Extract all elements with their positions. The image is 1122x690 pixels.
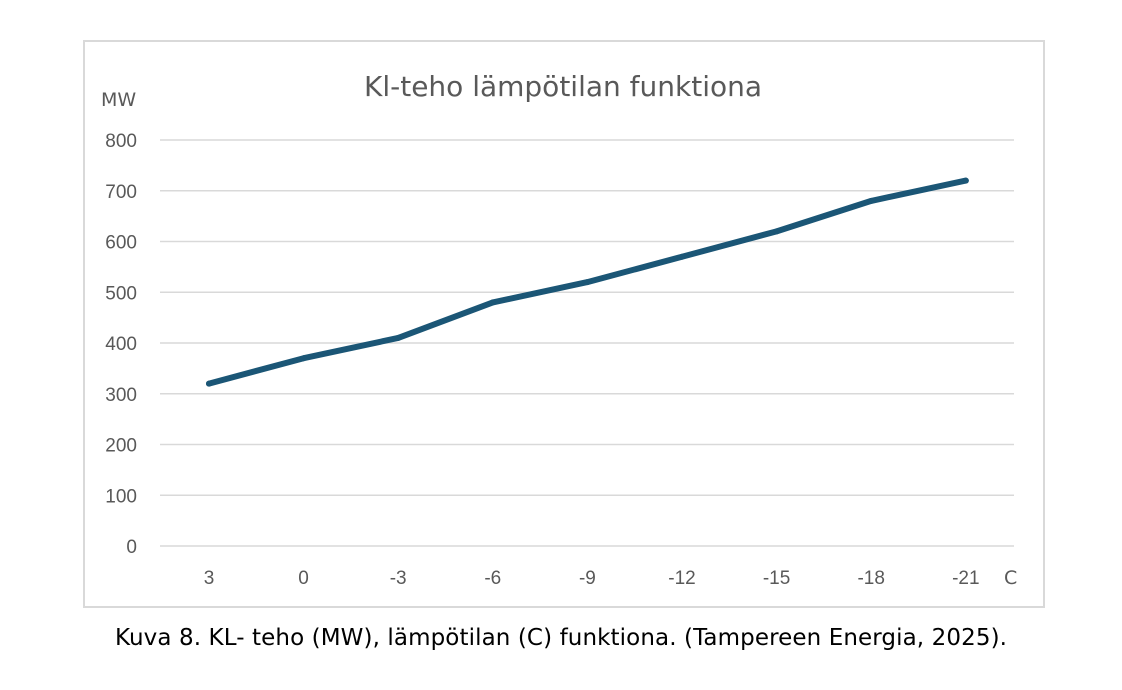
y-tick-label-800: 800 bbox=[105, 131, 137, 152]
x-tick-label-5: -12 bbox=[668, 568, 695, 589]
x-tick-label-8: -21 bbox=[952, 568, 979, 589]
x-tick-label-7: -18 bbox=[857, 568, 884, 589]
data-point-0-3 bbox=[489, 299, 496, 306]
y-tick-label-500: 500 bbox=[105, 283, 137, 304]
x-tick-label-6: -15 bbox=[763, 568, 790, 589]
y-tick-label-400: 400 bbox=[105, 334, 137, 355]
data-point-0-8 bbox=[962, 177, 969, 184]
y-tick-labels: 0 100 200 300 400 500 600 700 800 bbox=[105, 131, 137, 558]
figure-caption: Kuva 8. KL- teho (MW), lämpötilan (C) fu… bbox=[114, 625, 1008, 651]
gridlines bbox=[160, 139, 1014, 547]
data-point-0-2 bbox=[395, 334, 402, 341]
y-tick-label-0: 0 bbox=[126, 537, 137, 558]
data-point-0-5 bbox=[679, 253, 685, 260]
data-point-0-4 bbox=[584, 279, 591, 286]
y-axis-label: MW bbox=[101, 89, 136, 111]
chart-frame bbox=[83, 40, 1045, 608]
data-point-0-0 bbox=[206, 380, 212, 387]
x-tick-label-1: 0 bbox=[298, 568, 309, 589]
x-tick-label-4: -9 bbox=[579, 568, 596, 589]
x-tick-labels: 3 0 -3 -6 -9 -12 -15 -18 -21 bbox=[204, 568, 980, 589]
chart-title: Kl-teho lämpötilan funktiona bbox=[364, 70, 762, 103]
x-tick-label-3: -6 bbox=[484, 568, 501, 589]
y-tick-label-200: 200 bbox=[105, 436, 137, 457]
y-tick-label-100: 100 bbox=[105, 486, 137, 507]
series-group bbox=[206, 177, 969, 387]
y-tick-label-600: 600 bbox=[105, 233, 137, 254]
y-tick-label-700: 700 bbox=[105, 182, 137, 203]
x-tick-label-2: -3 bbox=[390, 568, 407, 589]
data-point-0-1 bbox=[300, 355, 307, 362]
data-point-0-6 bbox=[773, 228, 780, 235]
x-tick-label-0: 3 bbox=[204, 568, 215, 589]
data-point-0-7 bbox=[868, 197, 875, 204]
x-axis-label: C bbox=[1004, 567, 1017, 589]
y-tick-label-300: 300 bbox=[105, 385, 137, 406]
